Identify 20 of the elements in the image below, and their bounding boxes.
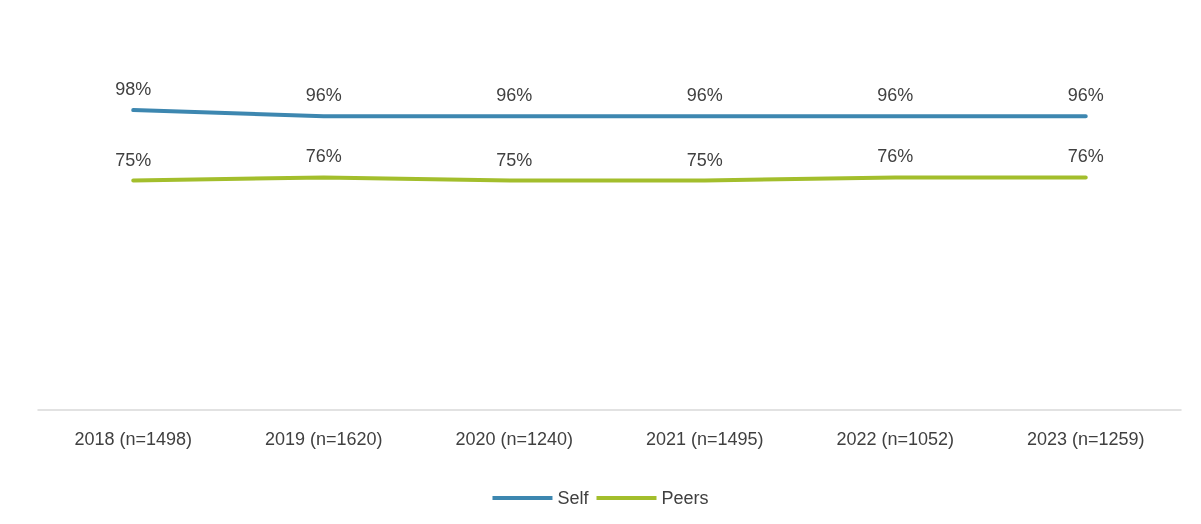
data-label: 96% (496, 85, 533, 106)
data-label: 75% (686, 149, 723, 170)
x-tick-label: 2019 (n=1620) (264, 429, 383, 449)
x-tick-label: 2020 (n=1240) (455, 429, 574, 449)
data-label: 96% (1067, 85, 1104, 106)
x-tick-label: 2021 (n=1495) (645, 429, 764, 449)
data-label: 76% (305, 146, 342, 167)
data-label: 76% (1067, 146, 1104, 167)
data-label: 76% (877, 146, 914, 167)
x-tick-label: 2023 (n=1259) (1026, 429, 1145, 449)
data-label: 96% (877, 85, 914, 106)
x-tick-label: 2022 (n=1052) (836, 429, 955, 449)
legend-label: Self (557, 488, 590, 508)
data-label: 75% (496, 149, 533, 170)
data-label: 96% (305, 85, 342, 106)
x-tick-label: 2018 (n=1498) (74, 429, 193, 449)
legend-label: Peers (661, 488, 709, 508)
data-label: 75% (115, 149, 152, 170)
data-label: 98% (115, 79, 152, 100)
data-label: 96% (686, 85, 723, 106)
